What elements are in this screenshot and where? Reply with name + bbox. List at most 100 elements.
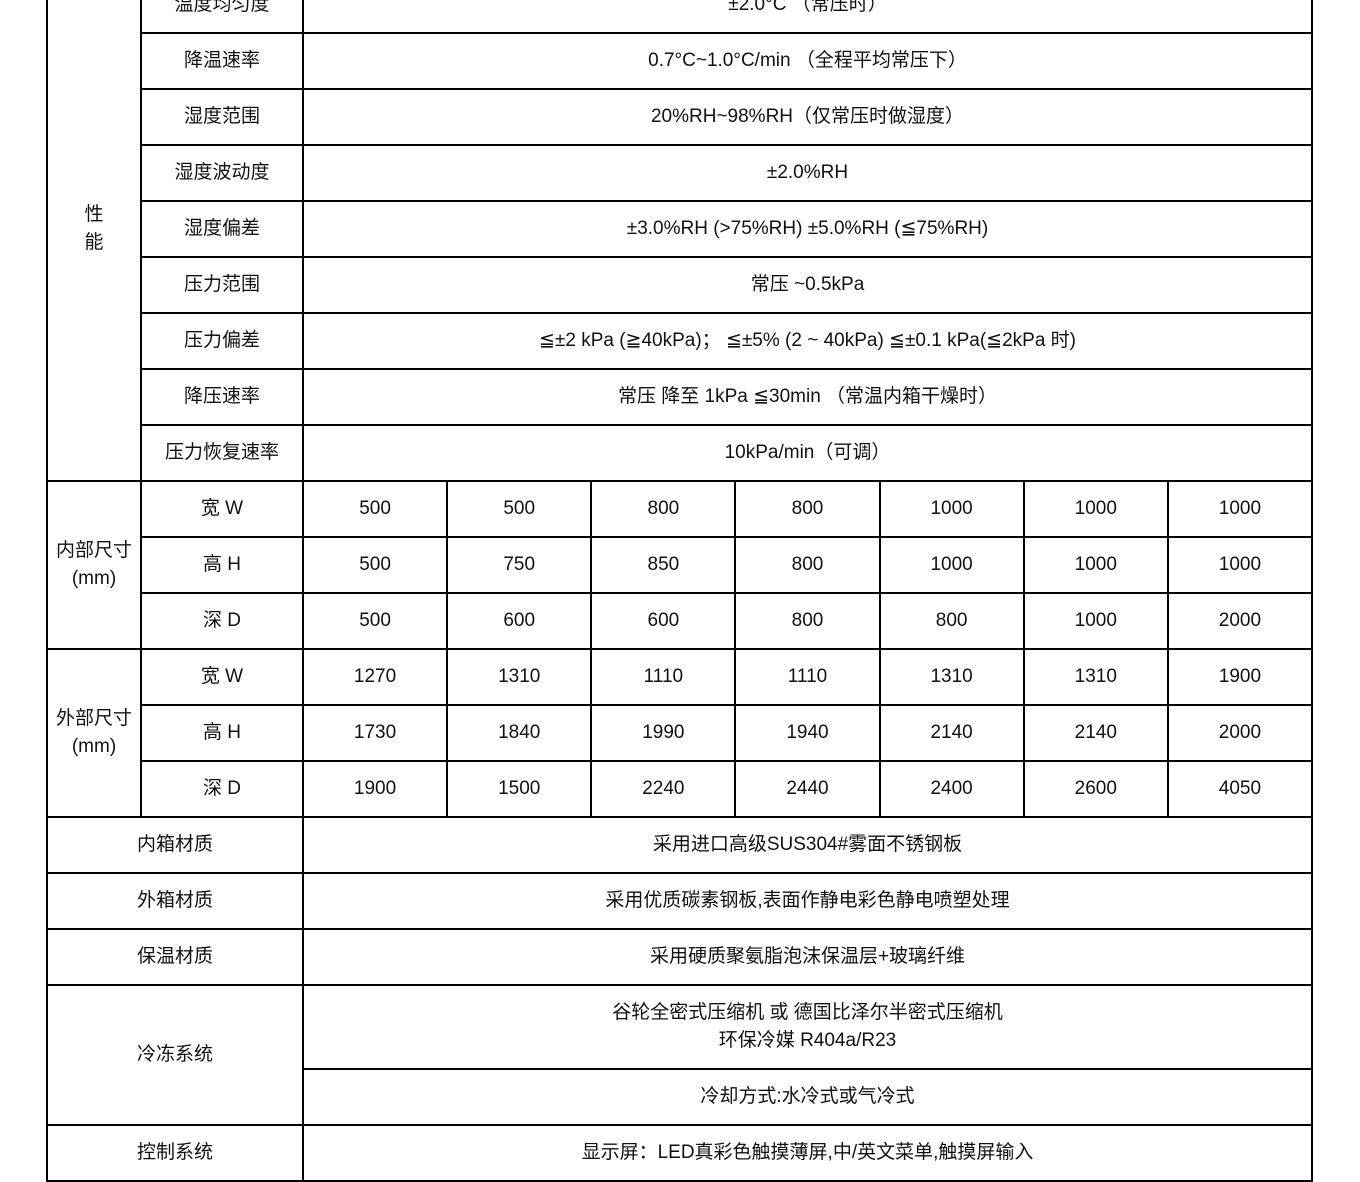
cell-external-height-4: 1940: [734, 704, 881, 762]
row-label-inner-chamber-material: 内箱材质: [46, 816, 304, 874]
row-label-control-system: 控制系统: [46, 1124, 304, 1182]
table-row: 外部尺寸 (mm) 宽 W 1270 1310 1110 1110 1310 1…: [46, 648, 1314, 818]
group-label-internal-dimensions-line-1: 内部尺寸: [55, 540, 132, 562]
cell-internal-width-4: 800: [734, 480, 881, 538]
row-label-humidity-range: 湿度范围: [140, 88, 304, 146]
group-label-internal-dimensions-line-2: (mm): [71, 568, 117, 589]
group-label-external-dimensions: 外部尺寸 (mm): [46, 648, 142, 818]
table-row: 保温材质 采用硬质聚氨脂泡沫保温层+玻璃纤维: [46, 928, 1313, 986]
cell-external-depth-6: 2600: [1022, 760, 1169, 818]
cell-internal-width-7: 1000: [1166, 480, 1314, 538]
row-value-temp-uniformity: ±2.0°C （常压时）: [302, 0, 1313, 34]
specification-table: 性 能 温度均匀度 ±2.0°C （常压时） 降温速率 0.7°C~1.0°C/…: [46, 0, 1314, 1182]
table-row: 压力恢复速率 10kPa/min（可调）: [47, 424, 1313, 482]
cell-internal-depth-7: 2000: [1166, 592, 1314, 650]
table-row: 外箱材质 采用优质碳素钢板,表面作静电彩色静电喷塑处理: [46, 872, 1313, 930]
table-row: 压力范围 常压 ~0.5kPa: [47, 256, 1313, 314]
row-label-cooling-rate: 降温速率: [140, 32, 304, 90]
table-row: 冷冻系统 谷轮全密式压缩机 或 德国比泽尔半密式压缩机 环保冷媒 R404a/R…: [46, 984, 1313, 1126]
cell-internal-height-6: 1000: [1022, 536, 1169, 594]
cell-internal-height-4: 800: [734, 536, 881, 594]
cell-internal-height-5: 1000: [878, 536, 1025, 594]
cell-external-depth-5: 2400: [878, 760, 1025, 818]
row-value-cooling-method: 冷却方式:水冷式或气冷式: [302, 1068, 1313, 1126]
table-row: 降温速率 0.7°C~1.0°C/min （全程平均常压下）: [47, 32, 1313, 90]
refrigeration-compressor-line-1: 谷轮全密式压缩机 或 德国比泽尔半密式压缩机: [612, 1002, 1003, 1024]
group-label-internal-dimensions: 内部尺寸 (mm): [46, 480, 142, 650]
row-value-cooling-rate: 0.7°C~1.0°C/min （全程平均常压下）: [302, 32, 1313, 90]
row-label-internal-height: 高 H: [140, 536, 304, 594]
group-label-performance-char-2: 能: [84, 232, 104, 253]
row-label-insulation-material: 保温材质: [46, 928, 304, 986]
refrigeration-refrigerant-line-2: 环保冷媒 R404a/R23: [718, 1030, 897, 1051]
cell-external-height-2: 1840: [446, 704, 593, 762]
row-value-pressure-recovery-rate: 10kPa/min（可调）: [302, 424, 1313, 482]
cell-internal-depth-4: 800: [734, 592, 881, 650]
table-row: 高 H 1730 1840 1990 1940 2140 2140 2000: [47, 704, 1314, 762]
cell-internal-depth-5: 800: [878, 592, 1025, 650]
table-row: 内部尺寸 (mm) 宽 W 500 500 800 800 1000 1000 …: [46, 480, 1314, 650]
table-row: 控制系统 显示屏：LED真彩色触摸薄屏,中/英文菜单,触摸屏输入: [46, 1124, 1313, 1182]
row-label-external-height: 高 H: [140, 704, 304, 762]
row-label-internal-depth: 深 D: [140, 592, 304, 650]
table-row: 冷却方式:水冷式或气冷式: [47, 1068, 1313, 1126]
table-row: 湿度偏差 ±3.0%RH (>75%RH) ±5.0%RH (≦75%RH): [47, 200, 1313, 258]
row-value-pressure-deviation: ≦±2 kPa (≧40kPa)； ≦±5% (2 ~ 40kPa) ≦±0.1…: [302, 312, 1313, 370]
row-label-internal-width: 宽 W: [140, 480, 304, 538]
cell-internal-height-1: 500: [301, 536, 449, 594]
group-label-performance: 性 能: [46, 0, 142, 482]
row-value-humidity-deviation: ±3.0%RH (>75%RH) ±5.0%RH (≦75%RH): [302, 200, 1313, 258]
row-label-depressurization-rate: 降压速率: [140, 368, 304, 426]
cell-external-depth-7: 4050: [1166, 760, 1314, 818]
row-label-pressure-recovery-rate: 压力恢复速率: [140, 424, 304, 482]
row-label-humidity-fluctuation: 湿度波动度: [140, 144, 304, 202]
row-label-temp-uniformity: 温度均匀度: [140, 0, 304, 34]
table-row: 性 能 温度均匀度 ±2.0°C （常压时）: [46, 0, 1313, 482]
cell-external-height-7: 2000: [1166, 704, 1314, 762]
group-label-performance-char-1: 性: [84, 204, 104, 226]
row-value-outer-chamber-material: 采用优质碳素钢板,表面作静电彩色静电喷塑处理: [302, 872, 1313, 930]
cell-external-height-5: 2140: [878, 704, 1025, 762]
row-value-inner-chamber-material: 采用进口高级SUS304#雾面不锈钢板: [302, 816, 1313, 874]
cell-external-width-3: 1110: [590, 648, 737, 706]
cell-external-width-5: 1310: [878, 648, 1025, 706]
cell-internal-width-2: 500: [446, 480, 593, 538]
cell-internal-depth-2: 600: [446, 592, 593, 650]
cell-external-width-1: 1270: [301, 648, 449, 706]
cell-internal-depth-1: 500: [301, 592, 449, 650]
row-label-external-depth: 深 D: [140, 760, 304, 818]
row-value-depressurization-rate: 常压 降至 1kPa ≦30min （常温内箱干燥时）: [302, 368, 1313, 426]
cell-external-width-6: 1310: [1022, 648, 1169, 706]
row-label-humidity-deviation: 湿度偏差: [140, 200, 304, 258]
cell-external-depth-4: 2440: [734, 760, 881, 818]
table-row: 深 D 500 600 600 800 800 1000 2000: [47, 592, 1314, 650]
table-row: 降压速率 常压 降至 1kPa ≦30min （常温内箱干燥时）: [47, 368, 1313, 426]
row-value-insulation-material: 采用硬质聚氨脂泡沫保温层+玻璃纤维: [302, 928, 1313, 986]
row-value-humidity-fluctuation: ±2.0%RH: [302, 144, 1313, 202]
row-label-refrigeration-system: 冷冻系统: [46, 984, 304, 1126]
cell-internal-width-3: 800: [590, 480, 737, 538]
row-label-pressure-deviation: 压力偏差: [140, 312, 304, 370]
table-row: 湿度范围 20%RH~98%RH（仅常压时做湿度）: [47, 88, 1313, 146]
table-row: 压力偏差 ≦±2 kPa (≧40kPa)； ≦±5% (2 ~ 40kPa) …: [47, 312, 1313, 370]
cell-external-height-6: 2140: [1022, 704, 1169, 762]
cell-external-depth-3: 2240: [590, 760, 737, 818]
cell-external-depth-1: 1900: [301, 760, 449, 818]
cell-internal-height-7: 1000: [1166, 536, 1314, 594]
table-row: 湿度波动度 ±2.0%RH: [47, 144, 1313, 202]
cell-external-height-3: 1990: [590, 704, 737, 762]
row-label-pressure-range: 压力范围: [140, 256, 304, 314]
row-value-pressure-range: 常压 ~0.5kPa: [302, 256, 1313, 314]
cell-internal-height-2: 750: [446, 536, 593, 594]
table-row: 高 H 500 750 850 800 1000 1000 1000: [47, 536, 1314, 594]
cell-internal-width-6: 1000: [1022, 480, 1169, 538]
table-row: 内箱材质 采用进口高级SUS304#雾面不锈钢板: [46, 816, 1313, 874]
cell-external-width-2: 1310: [446, 648, 593, 706]
cell-internal-height-3: 850: [590, 536, 737, 594]
group-label-external-dimensions-line-1: 外部尺寸: [55, 708, 132, 730]
row-label-external-width: 宽 W: [140, 648, 304, 706]
cell-internal-depth-3: 600: [590, 592, 737, 650]
cell-internal-depth-6: 1000: [1022, 592, 1169, 650]
cell-external-width-7: 1900: [1166, 648, 1314, 706]
